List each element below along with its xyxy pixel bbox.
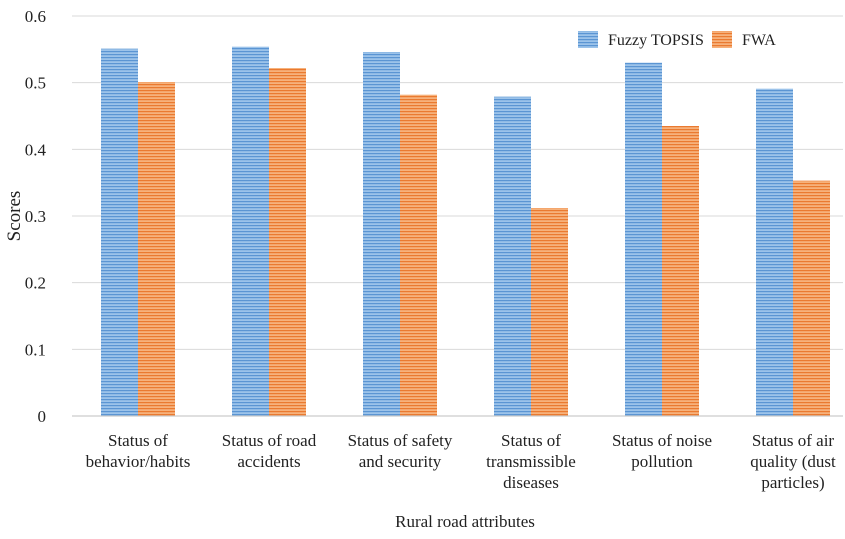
legend-label: FWA	[742, 32, 776, 49]
bar-fuzzy-topsis	[756, 88, 793, 417]
bar-fwa	[269, 68, 306, 416]
x-axis-ticks: Status of behavior/habits Status of road ac…	[86, 431, 836, 492]
x-axis-label: Rural road attributes	[395, 512, 535, 531]
bar-fuzzy-topsis	[232, 46, 269, 417]
y-tick-label: 0.6	[25, 7, 46, 26]
x-tick-label: Status of behavior/habits	[86, 431, 191, 471]
y-tick-label: 0.5	[25, 74, 46, 93]
legend-swatch	[578, 31, 598, 48]
y-tick-label: 0.2	[25, 274, 46, 293]
y-tick-label: 0.3	[25, 207, 46, 226]
bar-fwa	[531, 208, 568, 416]
bar-fuzzy-topsis	[101, 48, 138, 417]
gridlines	[72, 15, 843, 350]
bar-fuzzy-topsis	[494, 96, 531, 417]
bar-fuzzy-topsis	[625, 62, 662, 417]
x-tick-label: Status of transmissible diseases	[486, 431, 576, 492]
legend: Fuzzy TOPSIS FWA	[578, 31, 776, 49]
x-tick-label: Status of safety and security	[348, 431, 453, 471]
bar-fwa	[400, 94, 437, 417]
x-tick-label: Status of noise pollution	[612, 431, 712, 471]
x-tick-label: Status of air quality (dust particles)	[750, 431, 836, 492]
y-tick-label: 0.1	[25, 340, 46, 359]
bar-fwa	[793, 180, 830, 416]
bar-fwa	[662, 126, 699, 416]
x-tick-label: Status of road accidents	[222, 431, 317, 471]
y-tick-label: 0.4	[25, 140, 47, 159]
legend-swatch	[712, 31, 732, 48]
legend-label: Fuzzy TOPSIS	[608, 32, 704, 49]
y-axis-ticks: 0 0.1 0.2 0.3 0.4 0.5 0.6	[25, 7, 47, 426]
y-tick-label: 0	[38, 407, 47, 426]
y-axis-label: Scores	[4, 191, 25, 242]
bars	[101, 46, 830, 417]
bar-fwa	[138, 82, 175, 416]
bar-fuzzy-topsis	[363, 52, 400, 416]
